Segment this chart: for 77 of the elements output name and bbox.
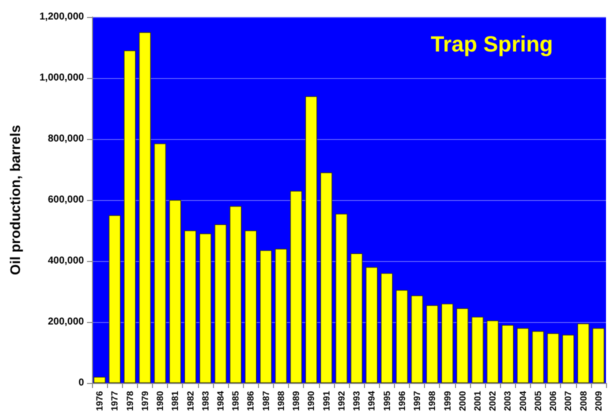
x-tick-label: 1991 <box>321 391 332 412</box>
x-tick-label: 1999 <box>442 391 452 412</box>
bar <box>230 206 242 383</box>
bar <box>592 328 604 383</box>
bar <box>472 316 484 383</box>
bar <box>562 334 574 383</box>
bar <box>154 144 166 383</box>
x-tick-label: 1997 <box>412 391 422 412</box>
y-tick-label: 1,000,000 <box>40 72 84 84</box>
bar <box>456 308 468 383</box>
bar <box>380 273 393 383</box>
x-tick-label: 2004 <box>518 391 528 412</box>
bar <box>336 214 348 383</box>
bar <box>94 376 106 383</box>
x-tick-label: 1988 <box>276 391 286 412</box>
bar <box>184 230 196 383</box>
text: Trap Spring <box>430 32 554 56</box>
bar <box>486 320 499 383</box>
y-tick-label: 800,000 <box>48 134 84 144</box>
x-tick-label: 1979 <box>140 391 150 412</box>
bar <box>502 325 514 383</box>
bar <box>124 50 136 383</box>
y-tick-label: 400,000 <box>48 256 84 266</box>
x-tick-label: 1989 <box>291 391 302 412</box>
bar <box>320 172 332 383</box>
x-tick-label: 1993 <box>352 391 362 412</box>
bar <box>139 32 151 383</box>
bar <box>108 215 121 383</box>
bar <box>516 328 529 383</box>
x-tick-label: 1987 <box>260 391 271 412</box>
bar <box>199 234 212 383</box>
x-tick-label: 2000 <box>457 391 468 412</box>
x-tick-label: 1994 <box>366 391 377 412</box>
bar <box>441 304 454 383</box>
x-tick-label: 1990 <box>306 391 316 412</box>
x-tick-label: 2007 <box>563 391 574 412</box>
bar <box>411 295 423 383</box>
bar <box>396 290 408 383</box>
x-tick-label: 1976 <box>94 391 105 412</box>
y-axis-title: Oil production, barrels <box>7 124 23 276</box>
bar <box>350 253 362 383</box>
y-tick-label: 0 <box>78 378 84 388</box>
x-tick-label: 2009 <box>593 391 604 412</box>
x-tick-label: 1978 <box>124 391 135 412</box>
x-tick-label: 2008 <box>578 391 588 412</box>
bar <box>532 331 544 383</box>
bar <box>305 96 318 383</box>
y-tick-label: 200,000 <box>48 316 84 328</box>
x-tick-label: 1995 <box>382 391 392 412</box>
bar <box>214 224 226 383</box>
x-tick-label: 2002 <box>488 391 498 412</box>
bar <box>244 230 257 383</box>
x-tick-label: 1984 <box>216 391 226 412</box>
y-tick-label: 600,000 <box>48 194 84 206</box>
bar <box>169 200 182 383</box>
y-tick-label: 1,200,000 <box>40 12 84 22</box>
x-tick-label: 2001 <box>472 391 482 412</box>
x-tick-label: 1983 <box>200 391 210 412</box>
x-tick-label: 2003 <box>502 391 513 412</box>
x-tick-label: 1998 <box>427 391 438 412</box>
bar <box>275 248 287 383</box>
bar <box>260 250 272 383</box>
x-tick-label: 1980 <box>155 391 166 412</box>
bar <box>366 267 378 383</box>
x-tick-label: 1996 <box>396 391 407 412</box>
bar <box>547 333 559 383</box>
bar <box>426 305 438 383</box>
bar <box>577 324 590 383</box>
x-tick-label: 1992 <box>336 391 346 412</box>
x-tick-label: 1981 <box>170 391 180 412</box>
x-tick-label: 2005 <box>532 391 543 412</box>
bar <box>290 190 302 383</box>
x-tick-label: 1985 <box>230 391 241 412</box>
x-tick-label: 1977 <box>110 391 120 412</box>
x-tick-label: 2006 <box>548 391 558 412</box>
x-tick-label: 1986 <box>246 391 256 412</box>
x-tick-label: 1982 <box>185 391 196 412</box>
